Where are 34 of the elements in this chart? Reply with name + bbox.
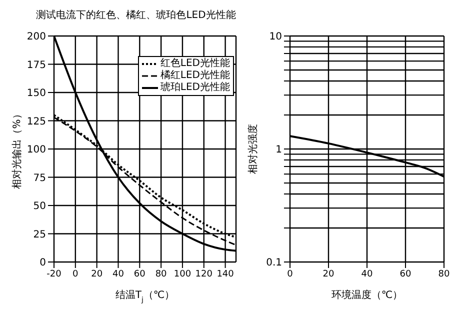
x-axis-title: 环境温度（℃） [331, 289, 403, 301]
y-axis-title: 相对光强度 [247, 124, 259, 174]
y-tick-label: 75 [33, 172, 46, 184]
y-tick-label: 0 [40, 258, 46, 269]
x-tick-label: 40 [112, 269, 124, 280]
y-tick-label: 0.1 [266, 258, 282, 269]
x-axis-title: 结温T$_{j}$（℃） [115, 289, 175, 304]
y-tick-label: 10 [269, 32, 282, 43]
x-tick-label: 80 [438, 269, 450, 280]
x-tick-label: 0 [287, 269, 294, 280]
x-tick-label: 100 [174, 269, 192, 280]
y-tick-label: 100 [26, 144, 46, 156]
x-tick-label: 20 [322, 269, 334, 280]
chart-title: 测试电流下的红色、橘红、琥珀色LED光性能 [35, 8, 237, 23]
legend-label: 琥珀LED光性能 [160, 82, 230, 94]
legend-label: 红色LED光性能 [160, 58, 230, 70]
y-tick-label: 200 [26, 32, 46, 43]
x-tick-label: 80 [155, 269, 168, 280]
y-tick-label: 125 [26, 116, 46, 128]
y-tick-label: 50 [33, 201, 46, 212]
x-tick-label: 20 [91, 269, 103, 280]
y-tick-label: 25 [33, 229, 46, 240]
legend-label: 橘红LED光性能 [160, 70, 230, 82]
x-tick-label: 0 [72, 269, 79, 280]
y-tick-label: 175 [26, 60, 46, 71]
x-tick-label: 120 [195, 269, 213, 280]
y-tick-label: 150 [26, 88, 46, 100]
x-tick-label: 40 [361, 269, 373, 280]
x-tick-label: 60 [134, 269, 146, 280]
x-tick-label: 60 [400, 269, 412, 280]
x-tick-label: 140 [216, 269, 234, 280]
x-tick-label: -20 [46, 269, 62, 280]
y-axis-title: 相对光输出（%） [11, 109, 23, 189]
y-tick-label: 1 [276, 144, 282, 156]
